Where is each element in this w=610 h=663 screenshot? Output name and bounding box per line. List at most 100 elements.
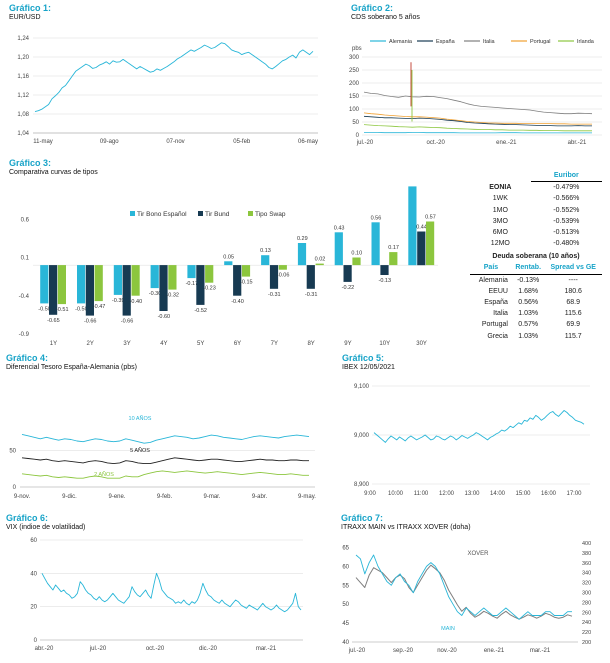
euribor-value: -0.566% xyxy=(553,195,580,203)
bar xyxy=(417,231,426,266)
data-label: -0.39 xyxy=(112,298,125,304)
x-tick-label: 9-ene. xyxy=(108,494,125,500)
y-tick-label: 1,24 xyxy=(17,36,29,42)
bar xyxy=(94,265,103,302)
euribor-term: 1MO xyxy=(492,206,508,214)
series-line xyxy=(363,115,592,127)
x-tick-label: 11-may xyxy=(33,139,53,145)
sov-spread: 115.6 xyxy=(564,310,582,318)
legend-swatch xyxy=(198,211,203,216)
data-label: 0.02 xyxy=(315,257,326,263)
bar xyxy=(122,265,131,316)
y-tick-label: 65 xyxy=(342,545,349,551)
data-label: -0.47 xyxy=(93,304,106,310)
x-tick-label: 9-abr. xyxy=(252,494,268,500)
legend-label: Alemania xyxy=(389,39,413,45)
data-label: -0.66 xyxy=(84,319,97,325)
y-tick-label: 45 xyxy=(342,621,349,627)
legend-label: España xyxy=(436,39,456,45)
data-label: -0.23 xyxy=(203,286,216,292)
y-tick-label: 55 xyxy=(342,583,349,589)
y-axis-label: pbs xyxy=(352,46,362,52)
euribor-row: 6MO -0.513% xyxy=(470,227,602,238)
bar xyxy=(408,186,417,266)
series-line xyxy=(41,572,302,613)
y-tick-label: 1,08 xyxy=(17,112,29,118)
x-tick-label: 17:00 xyxy=(566,491,582,497)
bar xyxy=(306,265,315,289)
bar xyxy=(426,221,435,266)
data-label: 0.17 xyxy=(388,245,399,251)
bar xyxy=(233,265,242,296)
data-label: 0.44 xyxy=(416,224,427,230)
sov-spread: ---- xyxy=(568,276,578,284)
series-line xyxy=(34,42,314,113)
rates-table: Euribor EONIA -0.479% 1WK -0.566% 1MO -0.552%… xyxy=(470,170,602,342)
bar xyxy=(278,265,287,270)
y-tick-label: 100 xyxy=(349,107,360,113)
y-tick-label: 60 xyxy=(342,564,349,570)
chart-title: Gráfico 2: xyxy=(351,3,394,13)
x-tick-label: 30Y xyxy=(416,341,427,347)
x-tick-label: 2Y xyxy=(87,341,94,347)
series-label: 10 AÑOS xyxy=(129,415,152,422)
bar xyxy=(297,243,307,266)
y-right-tick-label: 240 xyxy=(582,620,591,626)
bar xyxy=(371,222,380,266)
sovereign-row: España 0.56% 68.9 xyxy=(470,297,602,308)
legend-label: Tir Bund xyxy=(205,211,230,218)
y-tick-label: 8,900 xyxy=(354,482,370,488)
sov-country: España xyxy=(484,299,508,307)
y-tick-label: 300 xyxy=(349,55,360,61)
y-tick-label: 1,16 xyxy=(17,74,29,80)
y-right-tick-label: 360 xyxy=(582,561,591,567)
x-tick-label: ene.-21 xyxy=(484,648,505,654)
euribor-value: -0.480% xyxy=(553,240,580,248)
sov-spread: 68.9 xyxy=(566,299,581,307)
euribor-term: 12MO xyxy=(490,240,510,248)
data-label: -0.31 xyxy=(268,292,281,298)
data-label: 0.13 xyxy=(260,248,271,254)
y-tick-label: 0 xyxy=(356,133,360,139)
chart-subtitle: Diferencial Tesoro España-Alemania (pbs) xyxy=(6,364,137,371)
y-right-tick-label: 400 xyxy=(582,541,591,547)
data-label: 0.57 xyxy=(425,215,436,221)
bar xyxy=(241,265,251,277)
chart-title: Gráfico 4: xyxy=(6,353,49,363)
bar xyxy=(380,265,389,275)
sov-yield: 1.03% xyxy=(518,310,539,318)
data-label: 0.56 xyxy=(371,215,382,221)
series-line xyxy=(355,564,573,620)
sov-country: Alemania xyxy=(478,276,508,284)
data-label: -0.52 xyxy=(194,308,207,314)
x-tick-label: 10Y xyxy=(379,341,390,347)
euribor-row: 3MO -0.539% xyxy=(470,216,602,227)
chart-title: Gráfico 7: xyxy=(341,513,384,523)
x-tick-label: 09-ago xyxy=(100,139,119,145)
y-tick-label: 50 xyxy=(352,120,359,126)
sov-yield: 1.03% xyxy=(518,332,539,340)
series-line xyxy=(355,554,572,620)
bar xyxy=(150,265,159,289)
bar xyxy=(131,265,140,296)
x-tick-label: 5Y xyxy=(197,341,204,347)
sov-country: EEUU xyxy=(488,287,508,295)
x-tick-label: 10:00 xyxy=(388,491,404,497)
x-tick-label: 15:00 xyxy=(515,491,531,497)
x-tick-label: 13:00 xyxy=(464,491,480,497)
bar xyxy=(224,261,233,266)
euribor-row: 1WK -0.566% xyxy=(470,193,602,204)
y-tick-label: 0 xyxy=(13,485,17,491)
x-tick-label: 12:00 xyxy=(439,491,455,497)
legend-swatch xyxy=(130,211,135,216)
x-tick-label: 9-mar. xyxy=(203,494,220,500)
y-tick-label: 20 xyxy=(30,605,37,611)
x-tick-label: 3Y xyxy=(123,341,130,347)
legend-label: Portugal xyxy=(530,39,551,45)
euribor-row: 1MO -0.552% xyxy=(470,205,602,216)
sov-country: Portugal xyxy=(481,321,508,329)
y-tick-label: 60 xyxy=(30,538,37,544)
euribor-value: -0.479% xyxy=(553,184,580,192)
chart-subtitle: VIX (indioe de volatilidad) xyxy=(6,524,86,531)
